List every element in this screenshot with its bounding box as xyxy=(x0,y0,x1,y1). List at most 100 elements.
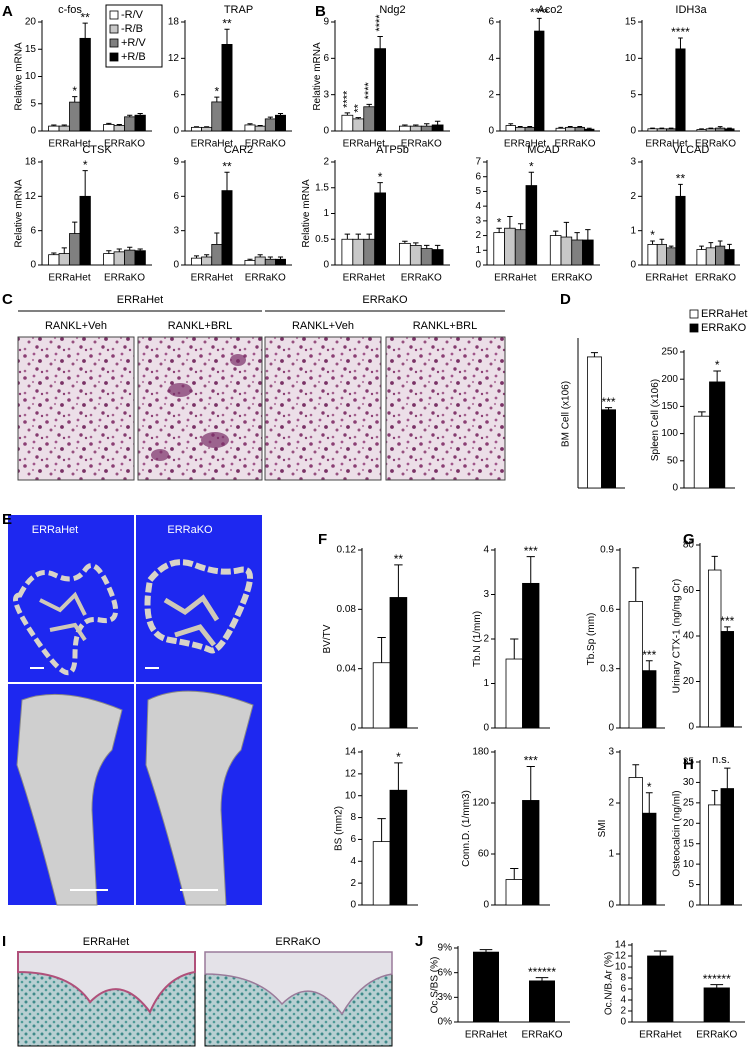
error-bar xyxy=(423,244,430,249)
micrograph xyxy=(17,336,135,481)
panel-label: I xyxy=(2,933,6,950)
error-bar xyxy=(724,767,731,789)
bar xyxy=(409,245,422,266)
y-tick-label: 0 xyxy=(608,723,614,734)
y-tick-label: 20 xyxy=(683,818,695,829)
y-tick-label: 3 xyxy=(630,157,636,168)
error-bar xyxy=(585,229,591,240)
y-tick-label: 5 xyxy=(630,89,636,100)
bar xyxy=(525,185,538,266)
bar xyxy=(628,777,643,906)
error-bar xyxy=(577,125,583,128)
error-bar xyxy=(650,240,655,245)
legend-swatch xyxy=(689,323,699,333)
error-bar xyxy=(366,233,372,240)
y-tick-label: 1.5 xyxy=(315,182,329,193)
y-tick-label: 6 xyxy=(350,834,356,845)
bar xyxy=(571,239,583,266)
bar xyxy=(522,582,540,729)
significance: ****** xyxy=(703,972,731,986)
bar xyxy=(675,48,686,132)
error-bar xyxy=(574,232,580,240)
chart-title: CTSK xyxy=(82,144,112,156)
y-axis-label: Relative mRNA xyxy=(301,179,312,248)
chart-title: TRAP xyxy=(224,4,253,16)
y-tick-label: 2 xyxy=(608,798,614,809)
bar xyxy=(709,381,726,489)
error-bar xyxy=(193,126,200,128)
bar xyxy=(587,356,602,489)
error-bar xyxy=(224,28,230,45)
y-tick-label: 15 xyxy=(25,44,37,55)
x-tick-label: ERRaHet xyxy=(645,139,687,150)
y-tick-label: 1 xyxy=(323,208,329,219)
bar xyxy=(715,127,726,132)
y-tick-label: 2 xyxy=(350,878,356,889)
y-tick-label: 80 xyxy=(683,540,695,551)
significance: ** xyxy=(394,552,404,566)
y-tick-label: 12 xyxy=(615,951,627,962)
error-bar xyxy=(510,867,519,880)
bar xyxy=(696,249,707,266)
x-tick-label: ERRaKO xyxy=(245,273,286,284)
bar xyxy=(134,114,146,132)
x-tick-label: ERRaKO xyxy=(695,139,736,150)
error-bar xyxy=(267,256,273,260)
y-tick-label: 0 xyxy=(620,1017,626,1028)
error-bar xyxy=(51,124,57,127)
bar xyxy=(134,250,146,266)
significance: *** xyxy=(720,614,734,628)
y-tick-label: 15 xyxy=(683,838,695,849)
condition-label: RANKL+BRL xyxy=(413,320,478,332)
error-bar xyxy=(659,238,665,245)
legend-label: +R/V xyxy=(121,37,146,49)
panel-label: B xyxy=(315,3,326,20)
bar xyxy=(420,248,433,266)
y-axis-label: Relative mRNA xyxy=(312,42,323,111)
error-bar xyxy=(526,765,535,801)
group-label: ERRaKO xyxy=(362,294,408,306)
y-tick-label: 100 xyxy=(661,428,678,439)
panel-label: J xyxy=(415,933,423,950)
bar xyxy=(565,126,576,132)
bar xyxy=(221,44,233,132)
error-bar xyxy=(377,818,386,842)
y-axis-label: SMI xyxy=(597,820,608,838)
bar xyxy=(549,235,562,266)
y-axis-label: Relative mRNA xyxy=(13,179,24,248)
bar xyxy=(642,812,657,906)
error-bar xyxy=(653,950,667,956)
error-bar xyxy=(277,112,284,116)
y-tick-label: 8 xyxy=(620,973,626,984)
significance: * xyxy=(647,780,652,794)
significance: ** xyxy=(222,159,232,173)
bar xyxy=(504,227,516,266)
y-tick-label: 15 xyxy=(625,17,637,28)
y-tick-label: 0.5 xyxy=(315,234,329,245)
y-tick-label: 0 xyxy=(483,723,489,734)
bar xyxy=(534,30,545,132)
error-bar xyxy=(507,215,513,229)
y-tick-label: 3% xyxy=(438,992,453,1003)
trabecular-bone xyxy=(144,559,253,654)
x-tick-label: ERRaKO xyxy=(551,273,592,284)
error-bar xyxy=(214,96,220,102)
significance: * xyxy=(378,170,383,184)
y-tick-label: 10 xyxy=(345,790,357,801)
bar xyxy=(201,126,213,132)
panel-label: A xyxy=(2,3,13,20)
bar xyxy=(398,125,411,132)
bar xyxy=(352,238,365,266)
significance: *** xyxy=(642,648,656,662)
bar xyxy=(524,126,535,132)
osteoclast xyxy=(151,449,169,461)
error-bar xyxy=(708,127,714,129)
cartilage xyxy=(17,951,196,1014)
error-bar xyxy=(204,254,210,257)
significance: * xyxy=(497,215,502,229)
y-tick-label: 0.6 xyxy=(600,604,614,615)
error-bar xyxy=(247,123,253,125)
x-tick-label: ERRaKO xyxy=(696,1030,737,1041)
y-axis-label: Oc.N/B.Ar (%) xyxy=(603,952,614,1015)
y-tick-label: 0 xyxy=(30,260,36,271)
